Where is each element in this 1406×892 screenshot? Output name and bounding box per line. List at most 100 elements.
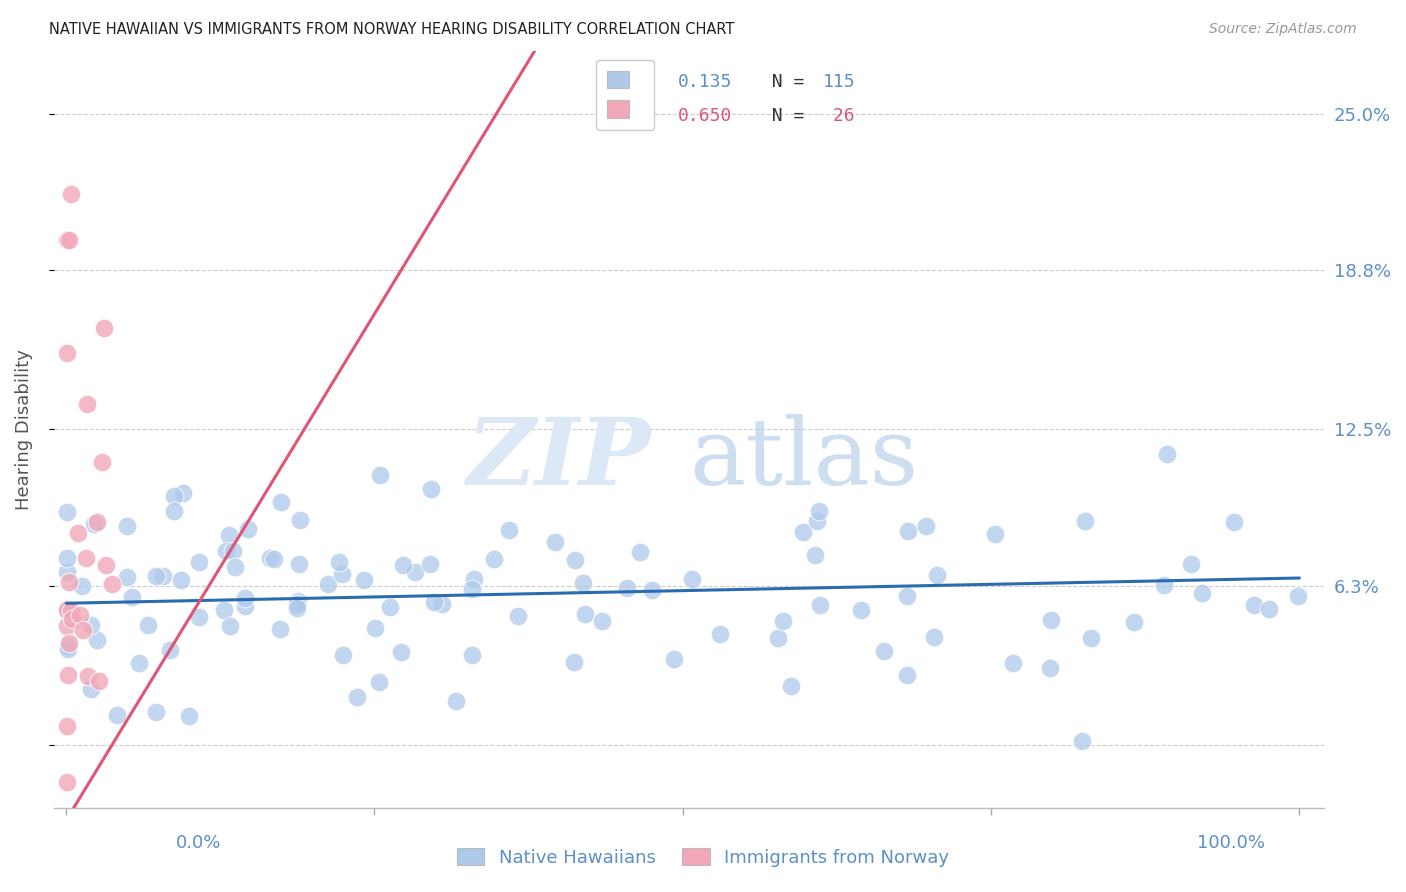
Text: R =: R = <box>617 73 661 91</box>
Point <box>128 656 150 670</box>
Point <box>87 674 110 689</box>
Point <box>259 550 281 565</box>
Point <box>66 526 89 541</box>
Text: R =: R = <box>617 107 661 125</box>
Point <box>187 555 209 569</box>
Point <box>368 675 391 690</box>
Point <box>1257 601 1279 615</box>
Point <box>484 552 506 566</box>
Point <box>641 582 664 597</box>
Point <box>214 544 236 558</box>
Point <box>498 523 520 537</box>
Point <box>152 568 174 582</box>
Point <box>83 516 105 531</box>
Text: 115: 115 <box>823 73 855 91</box>
Legend: Native Hawaiians, Immigrants from Norway: Native Hawaiians, Immigrants from Norway <box>450 841 956 874</box>
Text: 0.0%: 0.0% <box>176 834 221 852</box>
Point <box>233 591 256 605</box>
Point <box>1002 656 1025 670</box>
Point <box>332 648 354 662</box>
Point <box>766 632 789 646</box>
Point <box>94 558 117 572</box>
Point <box>56 719 79 733</box>
Point <box>391 558 413 572</box>
Point <box>330 566 353 581</box>
Point <box>984 526 1007 541</box>
Point <box>56 346 79 360</box>
Point <box>364 621 387 635</box>
Point <box>221 544 243 558</box>
Text: N =: N = <box>749 107 815 125</box>
Point <box>544 534 567 549</box>
Point <box>145 705 167 719</box>
Point <box>58 233 80 247</box>
Point <box>896 589 918 603</box>
Point <box>285 601 308 615</box>
Point <box>56 668 79 682</box>
Point <box>59 603 82 617</box>
Point <box>1153 577 1175 591</box>
Point <box>591 614 613 628</box>
Point <box>172 486 194 500</box>
Point <box>56 641 79 656</box>
Point <box>56 602 79 616</box>
Point <box>56 505 79 519</box>
Point <box>60 187 83 202</box>
Text: NATIVE HAWAIIAN VS IMMIGRANTS FROM NORWAY HEARING DISABILITY CORRELATION CHART: NATIVE HAWAIIAN VS IMMIGRANTS FROM NORWA… <box>49 22 734 37</box>
Point <box>430 597 453 611</box>
Point <box>404 566 426 580</box>
Text: N =: N = <box>749 73 815 91</box>
Point <box>353 573 375 587</box>
Point <box>263 552 285 566</box>
Point <box>370 467 392 482</box>
Point <box>461 648 484 663</box>
Point <box>1222 516 1244 530</box>
Point <box>56 639 79 653</box>
Point <box>806 514 828 528</box>
Point <box>60 612 83 626</box>
Point <box>163 504 186 518</box>
Point <box>1286 589 1309 603</box>
Point <box>849 603 872 617</box>
Point <box>163 489 186 503</box>
Point <box>69 607 91 622</box>
Legend: , : , <box>596 60 654 130</box>
Point <box>285 598 308 612</box>
Point <box>58 575 80 590</box>
Point <box>461 582 484 596</box>
Point <box>574 607 596 621</box>
Point <box>328 556 350 570</box>
Point <box>159 642 181 657</box>
Point <box>56 550 79 565</box>
Point <box>72 624 94 638</box>
Point <box>897 524 920 538</box>
Point <box>80 682 103 697</box>
Point <box>77 668 100 682</box>
Point <box>572 576 595 591</box>
Point <box>188 610 211 624</box>
Point <box>56 619 79 633</box>
Point <box>780 679 803 693</box>
Point <box>60 614 83 628</box>
Point <box>170 573 193 587</box>
Point <box>270 495 292 509</box>
Point <box>56 566 79 580</box>
Point <box>389 645 412 659</box>
Text: 100.0%: 100.0% <box>1198 834 1265 852</box>
Point <box>463 572 485 586</box>
Point <box>56 603 79 617</box>
Point <box>709 627 731 641</box>
Point <box>70 579 93 593</box>
Point <box>115 570 138 584</box>
Point <box>86 632 108 647</box>
Point <box>873 644 896 658</box>
Point <box>1180 557 1202 571</box>
Point <box>564 552 586 566</box>
Point <box>423 595 446 609</box>
Point <box>269 622 291 636</box>
Point <box>922 631 945 645</box>
Point <box>288 513 311 527</box>
Point <box>562 655 585 669</box>
Point <box>378 599 401 614</box>
Point <box>218 528 240 542</box>
